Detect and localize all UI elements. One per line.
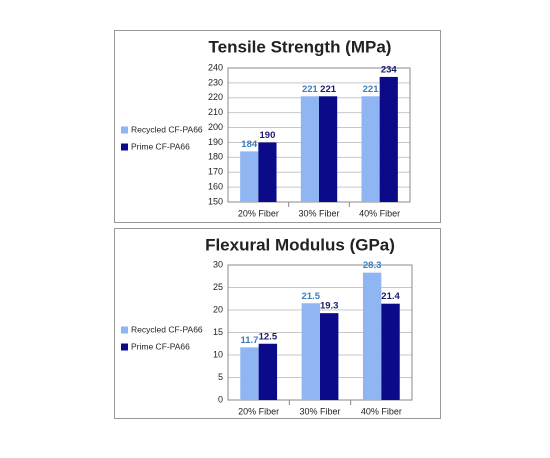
chart-title: Flexural Modulus (GPa) xyxy=(205,235,395,254)
value-label: 190 xyxy=(260,130,276,141)
legend-label: Prime CF-PA66 xyxy=(131,141,190,151)
value-label: 221 xyxy=(302,84,319,95)
y-tick-label: 10 xyxy=(213,349,223,359)
legend-label: Recycled CF-PA66 xyxy=(131,124,203,134)
bar xyxy=(301,303,320,400)
x-tick-label: 30% Fiber xyxy=(299,406,340,416)
value-label: 221 xyxy=(320,84,337,95)
legend-swatch xyxy=(121,126,128,134)
value-label: 21.4 xyxy=(381,291,400,302)
y-tick-label: 220 xyxy=(208,92,223,102)
y-tick-label: 160 xyxy=(208,181,223,191)
bar xyxy=(361,96,380,202)
y-tick-label: 150 xyxy=(208,196,223,206)
y-tick-label: 200 xyxy=(208,122,223,132)
chart-title: Tensile Strength (MPa) xyxy=(209,37,392,56)
bar xyxy=(381,303,400,400)
y-tick-label: 0 xyxy=(218,394,223,404)
value-label: 221 xyxy=(363,84,380,95)
bar xyxy=(258,142,277,202)
bar xyxy=(319,96,338,202)
value-label: 21.5 xyxy=(302,291,321,302)
value-label: 184 xyxy=(241,139,258,150)
legend-swatch xyxy=(121,326,128,334)
value-label: 234 xyxy=(381,64,398,75)
value-label: 12.5 xyxy=(259,331,278,342)
value-label: 11.7 xyxy=(240,335,258,346)
y-tick-label: 240 xyxy=(208,62,223,72)
bar xyxy=(362,272,382,400)
x-tick-label: 20% Fiber xyxy=(238,208,279,218)
value-label: 19.3 xyxy=(320,301,339,312)
legend-label: Prime CF-PA66 xyxy=(131,341,190,351)
bar xyxy=(379,76,398,202)
legend-swatch xyxy=(121,143,128,151)
y-tick-label: 30 xyxy=(213,259,223,269)
legend-label: Recycled CF-PA66 xyxy=(131,324,203,334)
bar xyxy=(300,96,319,202)
x-tick-label: 30% Fiber xyxy=(298,208,339,218)
y-tick-label: 170 xyxy=(208,167,223,177)
bar xyxy=(240,151,259,202)
y-tick-label: 190 xyxy=(208,137,223,147)
y-tick-label: 15 xyxy=(213,327,223,337)
y-tick-label: 20 xyxy=(213,304,223,314)
bar xyxy=(258,343,278,400)
y-tick-label: 5 xyxy=(218,372,223,382)
bar xyxy=(320,313,339,400)
y-tick-label: 230 xyxy=(208,77,223,87)
x-tick-label: 40% Fiber xyxy=(359,208,400,218)
y-tick-label: 25 xyxy=(213,282,223,292)
x-tick-label: 20% Fiber xyxy=(238,406,279,416)
bar xyxy=(240,347,259,400)
legend-swatch xyxy=(121,343,128,351)
y-tick-label: 180 xyxy=(208,152,223,162)
value-label: 28.3 xyxy=(363,260,382,271)
x-tick-label: 40% Fiber xyxy=(361,406,402,416)
y-tick-label: 210 xyxy=(208,107,223,117)
